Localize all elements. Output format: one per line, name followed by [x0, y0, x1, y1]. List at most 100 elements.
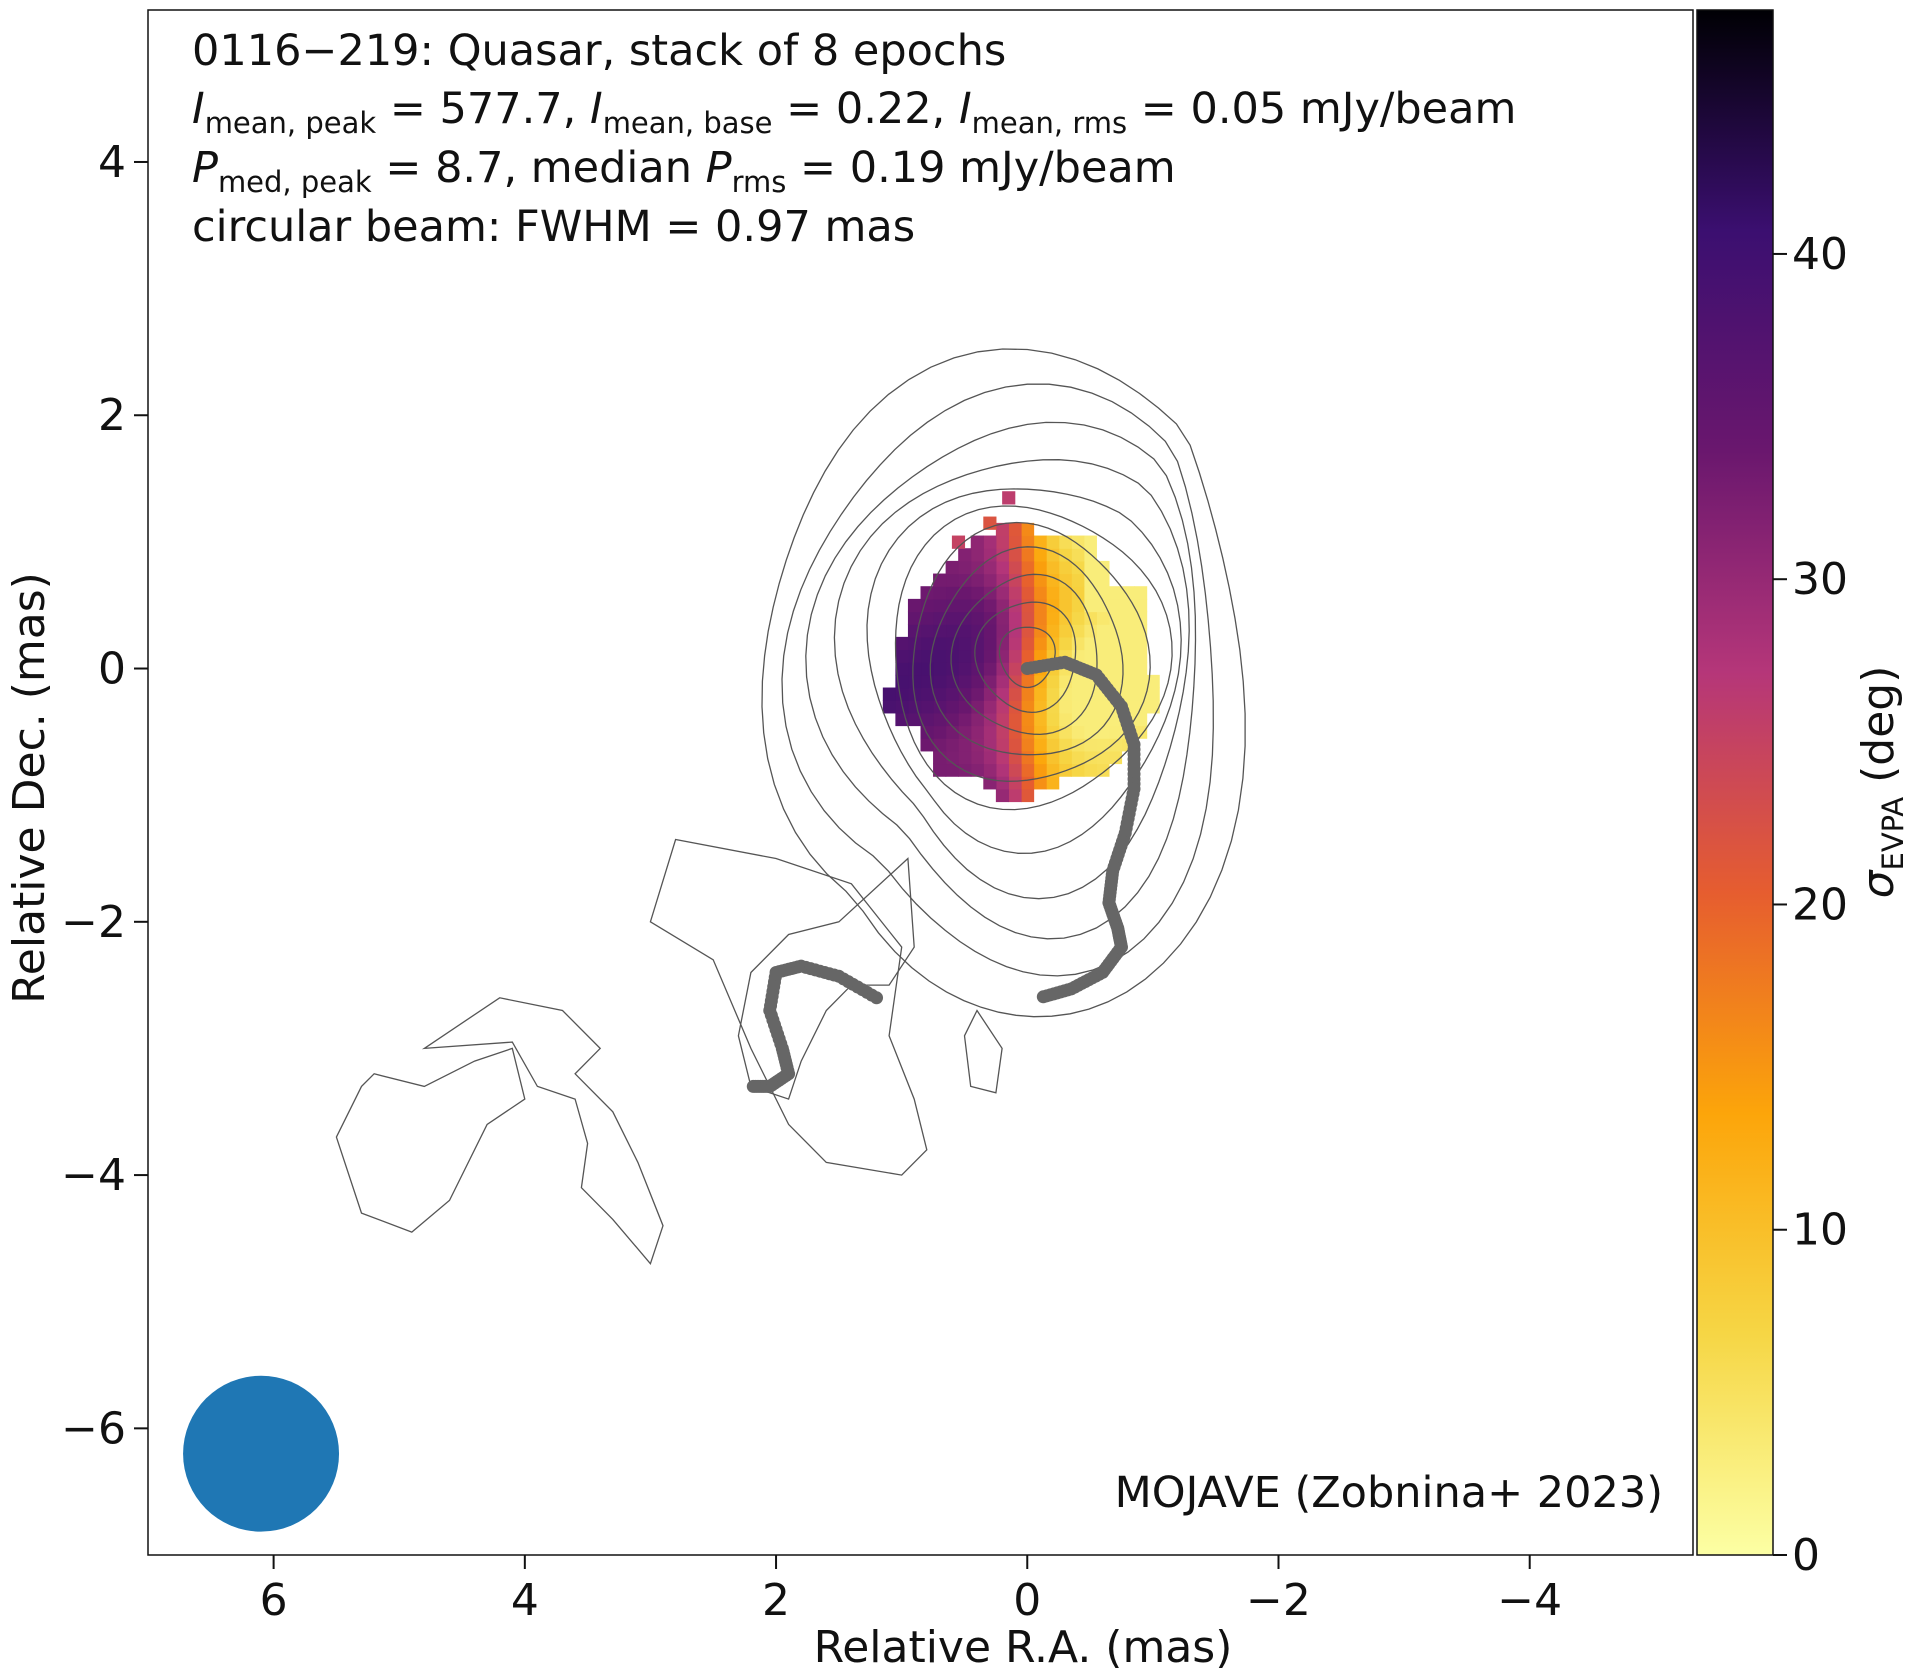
colorbar-tick-label: 20	[1792, 879, 1848, 930]
x-axis-label: Relative R.A. (mas)	[814, 1622, 1233, 1673]
heatmap-cell	[933, 586, 947, 600]
x-axis-ticks: 6 4 2 0 −2 −4	[260, 1555, 1562, 1626]
heatmap-cell	[958, 586, 972, 600]
heatmap-cell	[1108, 725, 1123, 739]
heatmap-cell	[1134, 649, 1148, 663]
heatmap-cell	[920, 712, 934, 727]
heatmap-cell	[958, 624, 972, 638]
y-axis-label: Relative Dec. (mas)	[4, 572, 55, 1004]
heatmap-cell	[958, 598, 972, 613]
heatmap-cell	[1033, 598, 1047, 613]
heatmap-cell	[1033, 776, 1047, 790]
heatmap-cell	[1020, 624, 1035, 638]
heatmap-cell	[895, 649, 909, 663]
heatmap-cell	[970, 687, 984, 701]
heatmap-cell	[995, 738, 1010, 752]
heatmap-cell	[1096, 712, 1110, 727]
heatmap-cell	[945, 598, 959, 613]
heatmap-cell	[995, 725, 1010, 739]
heatmap-cell	[970, 700, 984, 714]
heatmap-cell	[1058, 700, 1072, 714]
contour-level	[781, 383, 1214, 977]
colorbar-tick-label: 30	[1792, 554, 1848, 605]
heatmap-cell	[958, 548, 972, 562]
heatmap-cell	[983, 674, 997, 689]
heatmap-cell	[1020, 776, 1035, 790]
heatmap-cell	[958, 636, 972, 651]
heatmap-cell	[1033, 636, 1047, 651]
heatmap-cell	[895, 712, 909, 727]
x-tick-label: 0	[1013, 1575, 1041, 1626]
heatmap-cell	[970, 611, 984, 625]
heatmap-cell	[995, 712, 1010, 727]
contour-level	[737, 857, 915, 1100]
y-tick-label: −6	[61, 1403, 126, 1454]
heatmap-cell	[1083, 649, 1097, 663]
heatmap-cell	[1071, 598, 1085, 613]
heatmap-cell	[933, 687, 947, 701]
heatmap-cell	[970, 738, 984, 752]
heatmap-cell	[1058, 763, 1072, 777]
heatmap-cell	[1083, 725, 1097, 739]
heatmap-cell	[920, 636, 934, 651]
title-line-1: 0116−219: Quasar, stack of 8 epochs	[192, 26, 1006, 76]
contour-level	[974, 601, 1077, 714]
heatmap-cell	[1008, 624, 1022, 638]
heatmap-cell	[970, 535, 984, 549]
heatmap-cell	[1146, 687, 1160, 701]
heatmap-cell	[1008, 788, 1022, 803]
heatmap-cell	[945, 712, 959, 727]
heatmap-cell	[1071, 674, 1085, 689]
heatmap-cell	[1146, 700, 1160, 714]
heatmap-cell	[1058, 598, 1072, 613]
heatmap-cell	[958, 738, 972, 752]
heatmap-cell	[1121, 636, 1135, 651]
heatmap-cell	[995, 674, 1010, 689]
heatmap-cell	[1096, 738, 1110, 752]
heatmap-cell	[1020, 674, 1035, 689]
heatmap-cell	[1008, 535, 1022, 549]
heatmap-cell	[1046, 776, 1060, 790]
heatmap-cell	[970, 573, 984, 587]
i-base-symbol: I	[590, 84, 603, 134]
contour-level	[866, 488, 1182, 854]
heatmap-cell	[1134, 586, 1148, 600]
heatmap-cell	[995, 522, 1010, 537]
heatmap-cell	[1033, 725, 1047, 739]
colorbar-label-unit: (deg)	[1853, 666, 1904, 797]
heatmap-cell	[907, 611, 922, 625]
heatmap-cell	[1121, 662, 1135, 676]
heatmap-cell	[1008, 712, 1022, 727]
heatmap-cell	[907, 598, 922, 613]
heatmap-cell	[933, 611, 947, 625]
heatmap-cell	[1134, 662, 1148, 676]
heatmap-cell	[1108, 738, 1123, 752]
heatmap-cell	[1020, 535, 1035, 549]
heatmap-cell	[907, 674, 922, 689]
y-tick-label: 2	[98, 390, 126, 441]
heatmap-cell	[1058, 560, 1072, 575]
heatmap-cell	[945, 725, 959, 739]
heatmap-cell	[920, 687, 934, 701]
heatmap-cell	[1096, 649, 1110, 663]
heatmap-cell	[907, 636, 922, 651]
heatmap-cell	[983, 700, 997, 714]
heatmap-cell	[983, 750, 997, 765]
heatmap-cell	[1058, 750, 1072, 765]
heatmap-cell	[895, 687, 909, 701]
heatmap-cell	[1033, 750, 1047, 765]
heatmap-cell	[958, 674, 972, 689]
heatmap-cell	[1008, 700, 1022, 714]
heatmap-cell	[1020, 712, 1035, 727]
heatmap-cell	[920, 725, 934, 739]
ridge-point	[1036, 990, 1050, 1004]
heatmap-cell	[1046, 611, 1060, 625]
heatmap-cell	[1020, 700, 1035, 714]
heatmap-cell	[1058, 624, 1072, 638]
x-tick-label: −2	[1246, 1575, 1311, 1626]
heatmap-cell	[1071, 700, 1085, 714]
heatmap-cell	[983, 560, 997, 575]
y-tick-label: −2	[61, 897, 126, 948]
heatmap-cell	[1020, 788, 1035, 803]
heatmap-cell	[970, 763, 984, 777]
